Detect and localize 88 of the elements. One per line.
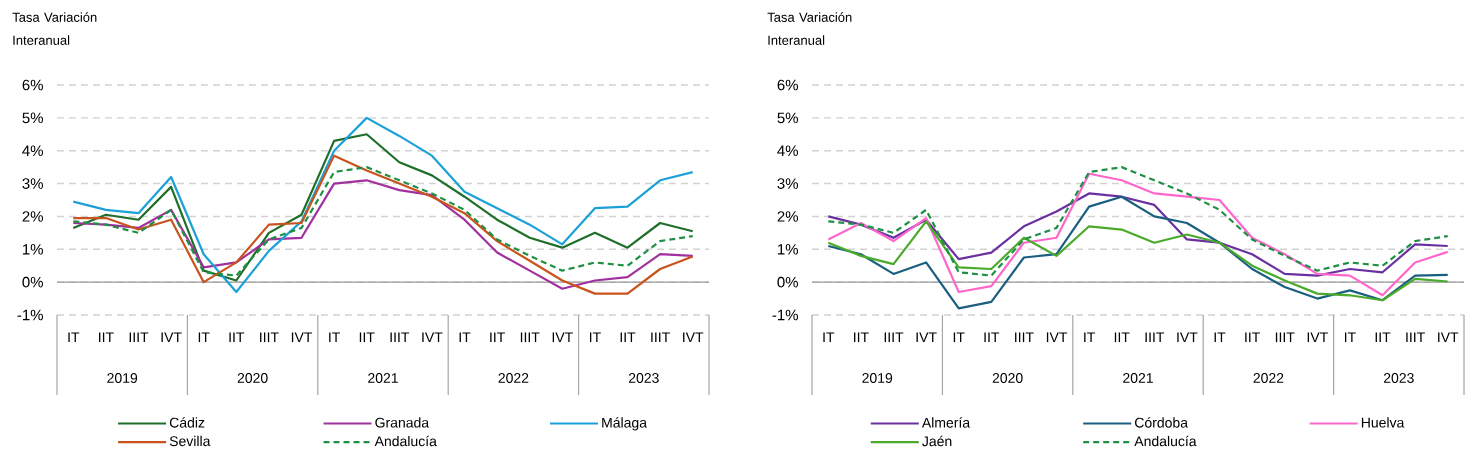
y-tick-label: 1% (23, 244, 43, 255)
y-tick-label: 4% (777, 145, 798, 156)
line-series (72, 133, 694, 282)
text: 2019 (107, 373, 138, 383)
x-tick-label: IIT (490, 332, 505, 343)
x-tick-label: IIT (359, 332, 375, 343)
x-tick-label: IT (589, 332, 601, 343)
x-tick-label: IVT (552, 332, 573, 343)
line-series (827, 195, 1449, 310)
y-axis-title: Tasa Variación Interanual (767, 12, 852, 45)
line-series (827, 220, 1449, 302)
legend-label: Huelva (1361, 417, 1405, 428)
text: 2022 (498, 373, 529, 383)
x-tick-label: IIT (984, 332, 1000, 343)
x-tick-label: IIT (99, 332, 114, 343)
x-tick-label: IT (329, 332, 341, 343)
x-tick-label: IT (1214, 332, 1226, 343)
y-tick-label: -1% (772, 309, 798, 321)
x-tick-label: IIIT (884, 332, 904, 343)
y-axis-title: Tasa Variación Interanual (12, 12, 97, 45)
legend-label: Andalucía (374, 435, 437, 447)
line-series (72, 116, 694, 294)
line-series (72, 166, 694, 277)
x-tick-label: IIT (229, 332, 245, 343)
text: 2021 (1123, 373, 1153, 383)
x-tick-label: IT (459, 332, 471, 343)
legend-label: Jaén (922, 435, 952, 447)
y-tick-label: 2% (22, 211, 43, 222)
x-tick-label: IVT (1307, 332, 1328, 343)
text: 2020 (237, 373, 268, 383)
x-tick-label: IT (198, 332, 210, 343)
x-tick-label: IT (823, 332, 835, 343)
x-tick-label: IIIT (1275, 332, 1295, 343)
legend-label: Granada (375, 417, 430, 428)
y-tick-label: 6% (22, 79, 43, 91)
text: 2022 (1253, 373, 1284, 383)
x-tick-label: IVT (422, 332, 443, 343)
y-tick-label: 3% (22, 178, 43, 189)
x-tick-label: IIIT (260, 332, 279, 343)
y-tick-label: 0% (777, 276, 798, 288)
x-tick-label: IVT (1177, 332, 1198, 343)
y-tick-label: -1% (17, 309, 43, 321)
y-tick-label: 0% (22, 276, 43, 288)
text: 2021 (368, 373, 398, 383)
legend-label: Andalucía (1134, 435, 1197, 447)
legend-label: Cádiz (169, 417, 205, 428)
y-tick-label: 3% (777, 178, 798, 189)
line-series (72, 179, 694, 290)
y-tick-label: 6% (777, 79, 798, 91)
text: 2023 (1383, 373, 1414, 383)
legend-label: Almería (921, 417, 971, 428)
line-series (827, 192, 1449, 277)
x-tick-label: IVT (161, 332, 182, 343)
x-tick-label: IIIT (520, 332, 540, 343)
y-tick-label: 1% (778, 244, 798, 255)
x-tick-label: IIT (1375, 332, 1391, 343)
x-tick-label: IVT (683, 332, 704, 343)
x-tick-label: IIT (854, 332, 869, 343)
y-tick-label: 4% (22, 145, 43, 156)
line-series (827, 166, 1449, 277)
x-tick-label: IIIT (129, 332, 149, 343)
x-tick-label: IIIT (1406, 332, 1425, 343)
text: 2019 (862, 373, 893, 383)
x-tick-label: IT (1344, 332, 1356, 343)
x-tick-label: IT (68, 332, 80, 343)
text: 2020 (992, 373, 1023, 383)
x-tick-label: IT (953, 332, 965, 343)
x-tick-label: IIT (1245, 332, 1260, 343)
y-tick-label: 2% (777, 211, 798, 222)
x-tick-label: IIIT (1145, 332, 1165, 343)
line-series (827, 172, 1449, 297)
x-tick-label: IIT (1114, 332, 1130, 343)
x-tick-label: IVT (916, 332, 937, 343)
line-series (72, 154, 694, 295)
x-tick-label: IT (1084, 332, 1096, 343)
x-tick-label: IIT (620, 332, 636, 343)
y-tick-label: 5% (22, 112, 43, 124)
legend-label: Málaga (602, 417, 648, 431)
x-tick-label: IVT (1046, 332, 1068, 343)
y-tick-label: 5% (777, 112, 798, 124)
x-tick-label: IVT (1438, 332, 1459, 343)
text: 2023 (628, 373, 659, 383)
x-tick-label: IIIT (390, 332, 410, 343)
x-tick-label: IIIT (1015, 332, 1034, 343)
legend-label: Sevilla (169, 435, 211, 447)
x-tick-label: IVT (291, 332, 313, 343)
legend-label: Córdoba (1135, 417, 1188, 428)
x-tick-label: IIIT (651, 332, 670, 343)
